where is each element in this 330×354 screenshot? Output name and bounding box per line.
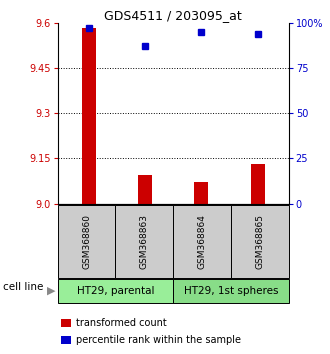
Text: HT29, 1st spheres: HT29, 1st spheres [184,286,278,296]
Text: GSM368863: GSM368863 [140,214,149,269]
Text: GDS4511 / 203095_at: GDS4511 / 203095_at [104,9,242,22]
Text: GSM368864: GSM368864 [198,214,207,269]
Bar [194,183,209,204]
Text: transformed count: transformed count [76,318,167,328]
Text: ▶: ▶ [47,286,55,296]
Text: percentile rank within the sample: percentile rank within the sample [76,335,241,345]
Text: GSM368865: GSM368865 [255,214,264,269]
Text: HT29, parental: HT29, parental [77,286,154,296]
Bar [138,175,152,204]
Bar [82,28,96,204]
Bar [251,164,265,204]
Text: cell line: cell line [3,282,44,292]
Text: GSM368860: GSM368860 [82,214,91,269]
